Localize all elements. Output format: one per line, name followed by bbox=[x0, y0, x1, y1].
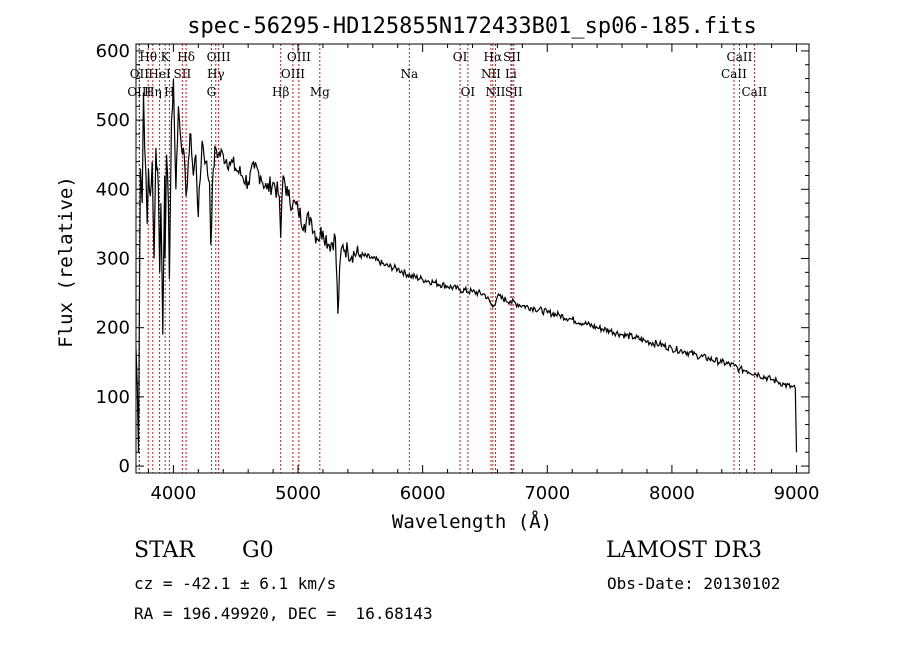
line-label-7: SII bbox=[503, 50, 521, 64]
x-axis: 4000 5000 6000 7000 8000 9000 bbox=[147, 44, 820, 504]
line-label-15: NII bbox=[481, 67, 501, 81]
object-subclass: G0 bbox=[242, 538, 274, 563]
y-tick-label-4: 400 bbox=[96, 179, 130, 200]
line-label-10: HeI bbox=[148, 67, 171, 81]
line-label-9: OII bbox=[130, 67, 150, 81]
line-label-21: G bbox=[207, 85, 217, 99]
coordinates: RA = 196.49920, DEC = 16.68143 bbox=[134, 604, 433, 623]
x-tick-label-2: 6000 bbox=[400, 483, 446, 504]
survey-name: LAMOST DR3 bbox=[606, 538, 762, 563]
observation-date: Obs-Date: 20130102 bbox=[607, 574, 781, 593]
x-tick-label-5: 9000 bbox=[774, 483, 820, 504]
y-axis: 0 100 200 300 400 500 600 bbox=[96, 41, 809, 477]
y-tick-label-3: 300 bbox=[96, 249, 130, 270]
x-tick-label-4: 8000 bbox=[649, 483, 695, 504]
line-label-4: OIII bbox=[287, 50, 311, 64]
line-label-2: Hδ bbox=[177, 50, 195, 64]
line-label-5: OI bbox=[453, 50, 468, 64]
line-label-13: OIII bbox=[281, 67, 305, 81]
redshift-velocity: cz = -42.1 ± 6.1 km/s bbox=[134, 574, 337, 593]
line-label-24: OI bbox=[461, 85, 476, 99]
chart-title: spec-56295-HD125855N172433B01_sp06-185.f… bbox=[187, 14, 757, 39]
line-label-11: SII bbox=[174, 67, 192, 81]
line-label-19: Hη bbox=[144, 85, 162, 99]
x-axis-label: Wavelength (Å) bbox=[392, 510, 552, 533]
line-label-20: H bbox=[164, 85, 174, 99]
y-tick-label-2: 200 bbox=[96, 318, 130, 339]
line-label-26: SII bbox=[505, 85, 523, 99]
y-tick-label-1: 100 bbox=[96, 387, 130, 408]
line-label-6: Hα bbox=[484, 50, 503, 64]
line-label-0: Hθ bbox=[139, 50, 157, 64]
spectrum-chart: spec-56295-HD125855N172433B01_sp06-185.f… bbox=[55, 14, 820, 533]
line-label-3: OIII bbox=[207, 50, 231, 64]
y-tick-label-6: 600 bbox=[96, 41, 130, 62]
line-label-16: Li bbox=[505, 67, 517, 81]
line-label-17: CaII bbox=[721, 67, 747, 81]
line-label-23: Mg bbox=[310, 85, 330, 99]
x-tick-label-1: 5000 bbox=[275, 483, 321, 504]
plot-frame bbox=[135, 43, 810, 474]
y-tick-label-0: 0 bbox=[119, 456, 130, 477]
object-class: STAR bbox=[134, 538, 195, 563]
line-label-1: K bbox=[161, 50, 171, 64]
line-label-27: CaII bbox=[741, 85, 767, 99]
x-tick-label-0: 4000 bbox=[150, 483, 196, 504]
line-label-22: Hβ bbox=[272, 85, 289, 99]
spectrum-series bbox=[135, 78, 798, 453]
line-label-25: NII bbox=[485, 85, 505, 99]
y-tick-label-5: 500 bbox=[96, 110, 130, 131]
line-label-14: Na bbox=[400, 67, 418, 81]
y-axis-label: Flux (relative) bbox=[55, 176, 77, 348]
x-tick-label-3: 7000 bbox=[524, 483, 570, 504]
line-label-12: Hγ bbox=[207, 67, 225, 81]
emission-line-markers bbox=[138, 44, 755, 473]
line-label-8: CaII bbox=[727, 50, 753, 64]
